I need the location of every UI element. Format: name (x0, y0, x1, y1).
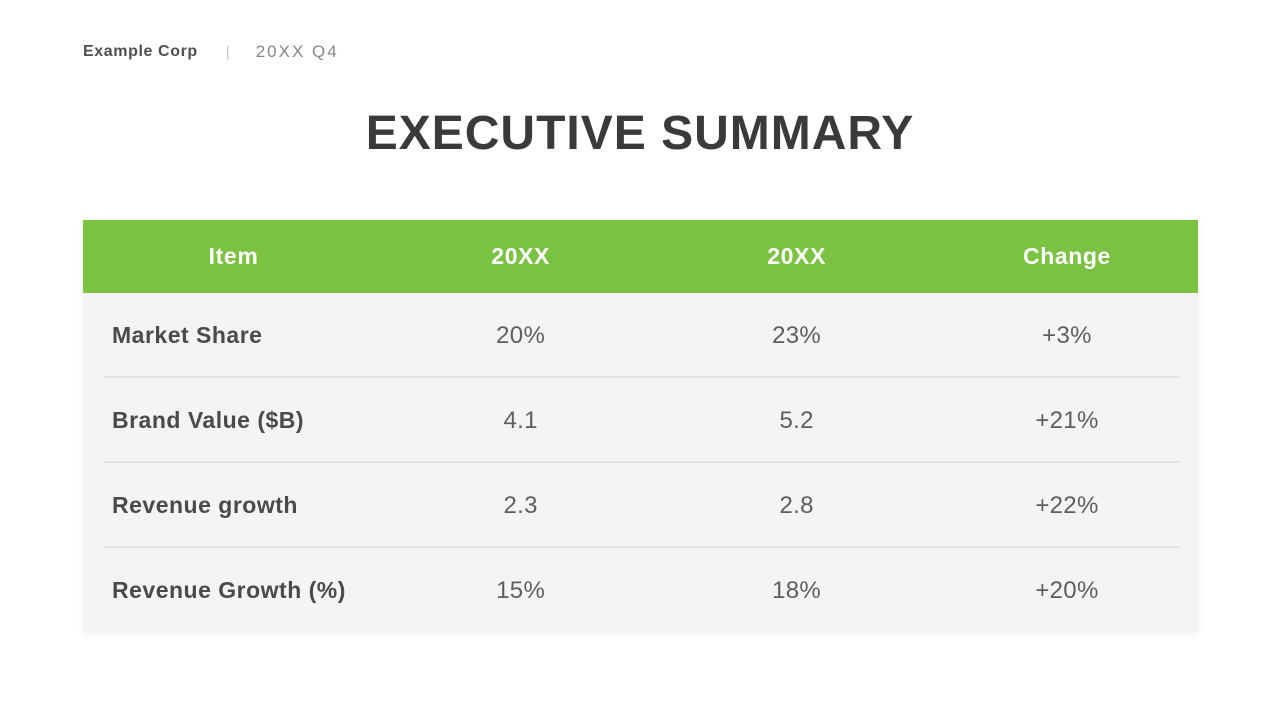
cell-value: 20% (496, 321, 546, 349)
cell-value: 15% (496, 576, 546, 604)
company-name: Example Corp (83, 43, 198, 60)
cell-value: +20% (1035, 576, 1099, 604)
slide-meta: Example Corp | 20XX Q4 (83, 42, 339, 62)
row-label: Revenue growth (112, 492, 298, 518)
table-row: Revenue Growth (%) 15% 18% +20% (83, 548, 1198, 633)
period-label: 20XX Q4 (255, 42, 339, 61)
table-row: Market Share 20% 23% +3% (83, 293, 1198, 378)
column-header-item: Item (208, 243, 259, 269)
cell-value: 4.1 (503, 406, 538, 434)
cell-value: +21% (1035, 406, 1099, 434)
column-header-change: Change (1023, 243, 1111, 269)
cell-value: 2.8 (779, 491, 814, 519)
table-row: Revenue growth 2.3 2.8 +22% (83, 463, 1198, 548)
summary-table: Item 20XX 20XX Change Market Share 20% 2… (83, 220, 1198, 633)
table-row: Brand Value ($B) 4.1 5.2 +21% (83, 378, 1198, 463)
cell-value: 23% (772, 321, 822, 349)
cell-value: +3% (1042, 321, 1092, 349)
cell-value: 18% (772, 576, 822, 604)
row-label: Brand Value ($B) (112, 407, 305, 433)
row-label: Revenue Growth (%) (112, 577, 346, 603)
cell-value: 5.2 (779, 406, 814, 434)
column-header-year2: 20XX (767, 243, 826, 269)
page-title: EXECUTIVE SUMMARY (365, 107, 915, 160)
cell-value: +22% (1035, 491, 1099, 519)
table-header-row: Item 20XX 20XX Change (83, 220, 1198, 293)
column-header-year1: 20XX (491, 243, 550, 269)
row-label: Market Share (112, 322, 263, 348)
cell-value: 2.3 (503, 491, 538, 519)
meta-separator: | (225, 43, 230, 61)
